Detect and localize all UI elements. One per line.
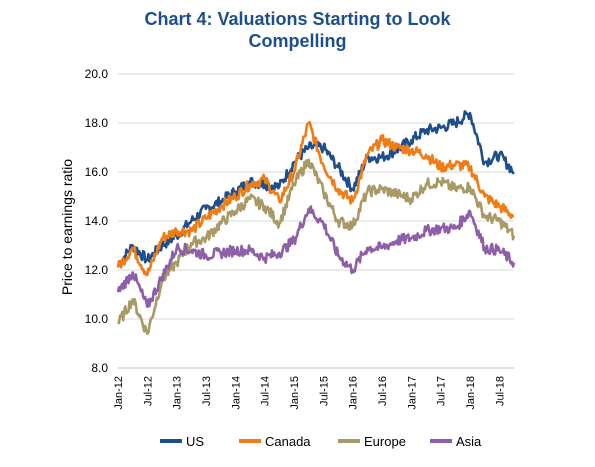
x-tick-label: Jul-16 — [377, 376, 389, 406]
chart-title-line-1: Chart 4: Valuations Starting to Look — [144, 9, 451, 29]
y-tick-label: 10.0 — [85, 312, 109, 326]
x-tick-label: Jan-15 — [289, 376, 301, 410]
chart-title: Chart 4: Valuations Starting to Look Com… — [0, 8, 595, 52]
y-tick-label: 20.0 — [85, 67, 109, 81]
x-tick-label: Jan-12 — [113, 376, 125, 410]
x-tick-label: Jan-17 — [406, 376, 418, 410]
legend-label-canada: Canada — [265, 434, 311, 449]
x-tick-label: Jan-14 — [230, 376, 242, 410]
y-tick-label: 16.0 — [85, 165, 109, 179]
x-tick-label: Jan-16 — [348, 376, 360, 410]
x-tick-label: Jan-18 — [465, 376, 477, 410]
chart-title-line-2: Compelling — [248, 31, 347, 51]
x-tick-label: Jul-14 — [260, 376, 272, 406]
x-axis-tick-labels: Jan-12 Jul-12 Jan-13 Jul-13 Jan-14 Jul-14 Jan-… — [113, 376, 506, 410]
x-tick-label: Jul-12 — [142, 376, 154, 406]
gridlines — [118, 73, 514, 320]
x-tick-label: Jul-17 — [436, 376, 448, 406]
series-line-asia — [116, 205, 516, 309]
series-lines — [116, 110, 516, 335]
y-tick-label: 14.0 — [85, 214, 109, 228]
x-tick-label: Jan-13 — [172, 376, 184, 410]
x-tick-label: Jul-13 — [201, 376, 213, 406]
legend-label-europe: Europe — [364, 434, 406, 449]
y-tick-label: 8.0 — [91, 361, 108, 375]
x-tick-label: Jul-18 — [494, 376, 506, 406]
x-tick-label: Jul-15 — [318, 376, 330, 406]
y-axis-tick-labels: 8.0 10.0 12.0 14.0 16.0 18.0 20.0 — [85, 67, 109, 375]
legend-label-asia: Asia — [456, 434, 482, 449]
legend: US Canada Europe Asia — [160, 434, 482, 449]
y-tick-label: 18.0 — [85, 116, 109, 130]
legend-label-us: US — [186, 434, 204, 449]
y-tick-label: 12.0 — [85, 263, 109, 277]
y-axis-label: Price to earnings ratio — [59, 159, 75, 295]
series-line-canada — [116, 121, 515, 277]
